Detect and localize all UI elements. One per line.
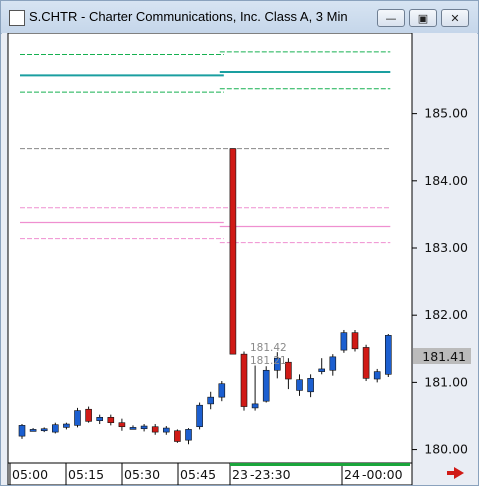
candle-body [340,332,348,351]
annotation-1: 181.42 [250,342,287,354]
candle-body [251,403,259,409]
candle-body [85,408,92,422]
candle-body [273,357,281,371]
x-tick-2330: -23:30 [250,467,291,482]
y-tick-label: 182.00 [424,307,468,322]
candle-body [207,396,214,405]
candle-body [296,379,303,391]
indicator-lines [20,51,391,244]
y-tick-label: 180.00 [424,442,468,457]
y-tick-label: 181.00 [424,374,468,389]
candle-body [107,417,115,423]
close-button[interactable]: ✕ [441,9,469,27]
candle-body [74,410,81,426]
title-bar[interactable]: S.CHTR - Charter Communications, Inc. Cl… [1,1,478,34]
candle-body [96,417,103,421]
chart-app-icon [9,10,25,26]
x-tick-0515: 05:15 [68,467,104,482]
price-axis: 185.00 184.00 183.00 182.00 181.00 180.00 [412,106,468,457]
candle-body [318,368,326,372]
right-arrow-icon[interactable] [447,467,464,479]
candle-body [362,347,370,379]
x-tick-0500: 05:00 [12,467,48,482]
candle-body [373,371,381,380]
candle-body [163,427,170,433]
plot-background [7,33,413,464]
time-axis-labels [9,463,410,485]
y-tick-label: 183.00 [424,240,468,255]
x-tick-0530: 05:30 [124,467,160,482]
candles [18,148,392,445]
session-bar [230,463,410,466]
candle-body [218,383,226,398]
candle-body [118,422,126,428]
price-chart[interactable]: 185.00 184.00 183.00 182.00 181.00 180.00 181… [2,33,477,485]
last-price-label: 181.41 [422,349,466,364]
candle-body [240,353,248,407]
candle-body [18,425,26,437]
candle-body [351,332,359,350]
y-tick-label: 185.00 [424,106,468,121]
candle-body [63,423,70,428]
candle-body [129,427,137,430]
candle-body [329,356,337,371]
y-tick-label: 184.00 [424,173,468,188]
candle-body [307,378,314,393]
candle-body [140,425,148,430]
x-tick-0000: -00:00 [362,467,403,482]
window-title: S.CHTR - Charter Communications, Inc. Cl… [29,9,348,24]
candle-body [384,335,392,375]
last-price-box [413,348,471,364]
x-tick-23: 23 [232,467,248,482]
candle-body [151,426,159,433]
annotation-2: 181.21 [250,355,287,367]
minimize-button[interactable]: — [377,9,405,27]
x-tick-0545: 05:45 [180,467,216,482]
restore-button[interactable]: ▣ [409,9,437,27]
candle-body [285,361,292,380]
chart-area[interactable]: 185.00 184.00 183.00 182.00 181.00 180.00 181… [2,33,477,485]
x-tick-24: 24 [344,467,360,482]
candle-body [196,404,203,428]
candle-body [174,430,181,442]
candle-body [229,148,237,355]
candle-body [185,429,192,441]
candle-body [40,428,48,432]
candle-body [262,369,270,402]
candle-body [51,424,59,433]
time-axis [7,462,413,485]
candle-body [29,429,37,432]
